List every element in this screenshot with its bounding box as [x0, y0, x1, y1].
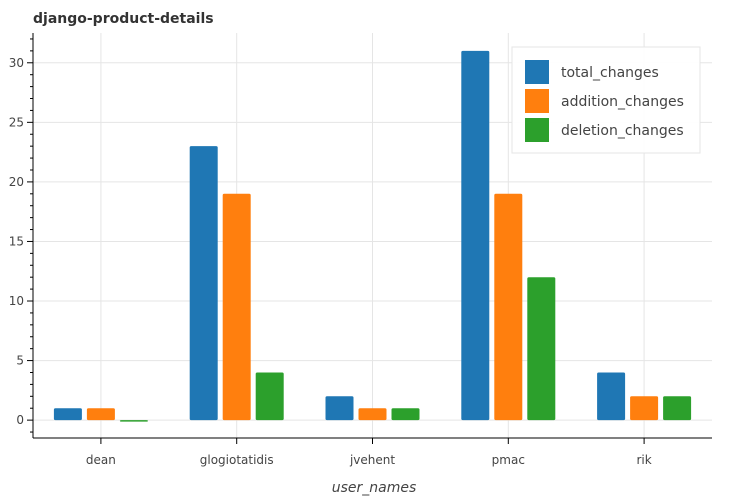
- y-tick-label: 0: [16, 413, 24, 427]
- y-tick-label: 5: [16, 354, 24, 368]
- bar-addition-changes-glogiotatidis: [222, 193, 251, 421]
- bar-deletion-changes-rik: [663, 396, 692, 421]
- bars: [53, 50, 692, 422]
- y-tick-label: 25: [9, 115, 24, 129]
- bar-deletion-changes-pmac: [527, 277, 556, 421]
- legend-swatch-total-changes: [525, 60, 549, 84]
- x-tick-label-rik: rik: [636, 453, 651, 467]
- bar-addition-changes-rik: [630, 396, 659, 421]
- x-tick-label-jvehent: jvehent: [349, 453, 395, 467]
- bar-total-changes-pmac: [461, 50, 490, 421]
- bar-addition-changes-jvehent: [358, 408, 387, 421]
- bar-deletion-changes-dean: [119, 420, 148, 422]
- y-tick-label: 30: [9, 56, 24, 70]
- axes: 0 5 10 15 20 25 30 dean glogiotatidis jvehent pmac…: [9, 33, 712, 467]
- x-tick-label-dean: dean: [86, 453, 116, 467]
- y-tick-label: 15: [9, 234, 24, 248]
- y-tick-label: 10: [9, 294, 24, 308]
- bar-total-changes-rik: [597, 372, 626, 421]
- bar-deletion-changes-glogiotatidis: [255, 372, 284, 421]
- bar-addition-changes-dean: [86, 408, 115, 421]
- bar-addition-changes-pmac: [494, 193, 523, 421]
- x-tick-label-pmac: pmac: [492, 453, 525, 467]
- bar-total-changes-dean: [53, 408, 82, 421]
- x-tick-label-glogiotatidis: glogiotatidis: [200, 453, 274, 467]
- bar-total-changes-glogiotatidis: [189, 146, 218, 421]
- legend-swatch-addition-changes: [525, 89, 549, 113]
- legend-label-total-changes: total_changes: [561, 65, 659, 81]
- legend: total_changes addition_changes deletion_ch…: [511, 46, 701, 154]
- bar-total-changes-jvehent: [325, 396, 354, 421]
- legend-label-deletion-changes: deletion_changes: [561, 123, 684, 139]
- legend-swatch-deletion-changes: [525, 118, 549, 142]
- legend-label-addition-changes: addition_changes: [561, 94, 684, 110]
- x-axis-label: user_names: [332, 480, 417, 496]
- y-tick-label: 20: [9, 175, 24, 189]
- chart-title: django-product-details: [33, 11, 214, 27]
- bar-deletion-changes-jvehent: [391, 408, 420, 421]
